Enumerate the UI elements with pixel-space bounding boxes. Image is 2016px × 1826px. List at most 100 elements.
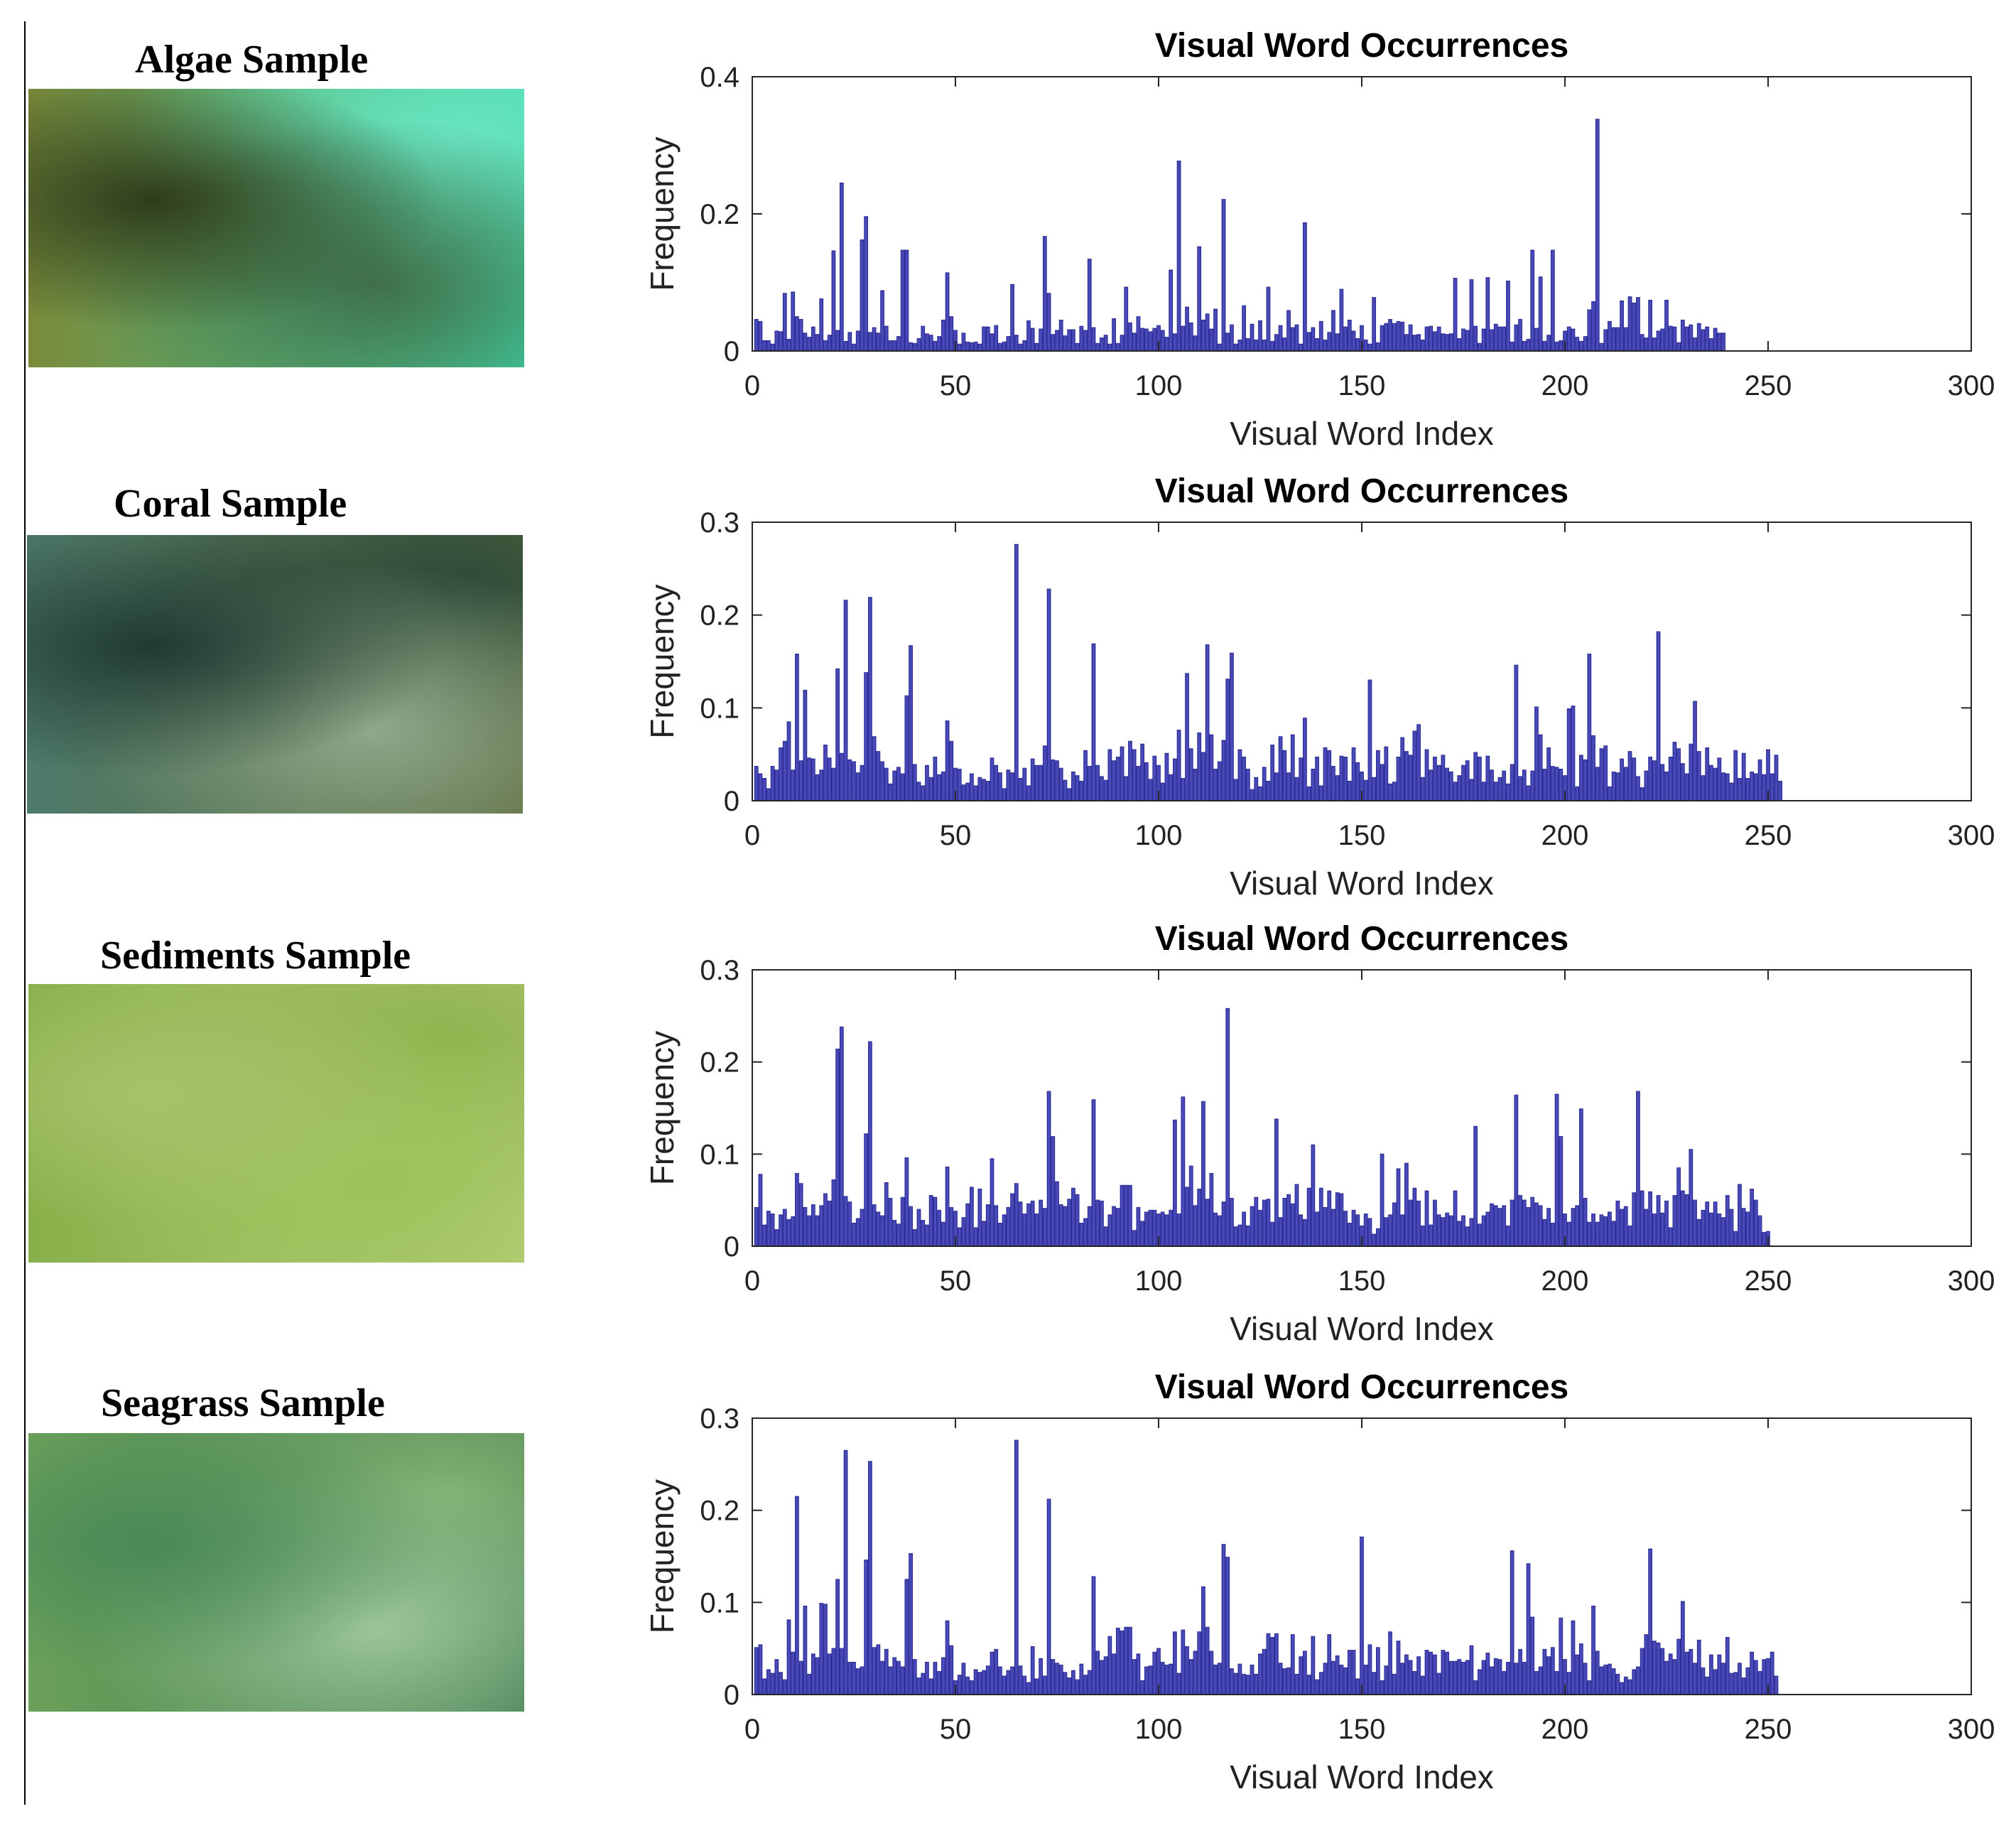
- chart-1-bar-2: [758, 320, 763, 352]
- chart-1-bar-160: [1400, 321, 1405, 352]
- chart-1-bar-206: [1587, 309, 1592, 352]
- chart-3-bar-198: [1554, 1093, 1559, 1247]
- chart-3-bar-210: [1603, 1216, 1608, 1247]
- chart-1-bar-87: [1103, 335, 1108, 352]
- chart-2-bar-18: [823, 744, 828, 801]
- chart-4-xtick-label-3: 150: [1338, 1714, 1386, 1745]
- chart-1-bar-108: [1188, 322, 1193, 352]
- chart-1-bar-97: [1144, 328, 1149, 352]
- chart-4-bar-3: [762, 1678, 767, 1695]
- chart-3-bar-51: [957, 1227, 962, 1247]
- chart-4-bar-164: [1416, 1656, 1421, 1695]
- chart-3-bar-237: [1713, 1201, 1718, 1247]
- chart-1-bar-232: [1693, 337, 1697, 352]
- chart-4-bar-129: [1274, 1633, 1279, 1695]
- chart-2-bar-152: [1367, 679, 1372, 801]
- chart-4-bar-136: [1303, 1651, 1307, 1695]
- chart-3-bar-164: [1416, 1200, 1421, 1247]
- chart-4-bar-229: [1680, 1601, 1685, 1695]
- chart-4-bar-163: [1412, 1670, 1417, 1695]
- chart-3-bar-173: [1453, 1190, 1458, 1247]
- chart-2-bar-72: [1042, 745, 1047, 801]
- chart-4-bar-62: [1002, 1675, 1007, 1695]
- chart-4-bar-180: [1481, 1660, 1486, 1695]
- chart-4-bar-157: [1388, 1631, 1392, 1695]
- chart-4-bar-99: [1152, 1651, 1157, 1695]
- chart-1-bar-211: [1608, 320, 1612, 352]
- chart-3-bar-14: [807, 1215, 811, 1247]
- chart-3-bar-9: [786, 1219, 791, 1247]
- chart-4-bar-60: [994, 1648, 999, 1695]
- chart-3-bar-94: [1132, 1230, 1137, 1247]
- chart-1-xtick-label-5: 250: [1745, 370, 1792, 401]
- chart-2-bar-232: [1693, 701, 1697, 801]
- chart-3-bar-84: [1091, 1099, 1096, 1247]
- chart-3-bar-116: [1221, 1201, 1226, 1247]
- chart-1-bar-144: [1335, 333, 1340, 352]
- chart-1-bar-37: [900, 249, 905, 352]
- chart-1-bar-67: [1022, 340, 1027, 352]
- chart-1-bar-77: [1063, 335, 1068, 352]
- chart-2-bar-80: [1075, 775, 1080, 801]
- chart-2-bar-217: [1632, 757, 1637, 801]
- chart-2-bar-2: [758, 773, 763, 801]
- chart-2-bar-171: [1445, 767, 1450, 801]
- chart-1-bar-121: [1242, 305, 1247, 352]
- chart-2-bar-179: [1477, 756, 1482, 801]
- chart-4-bar-177: [1469, 1645, 1474, 1695]
- chart-2-bar-40: [912, 764, 917, 801]
- chart-1-bar-26: [855, 330, 860, 352]
- chart-1-axes-box: [752, 76, 1972, 352]
- chart-1-bar-152: [1367, 343, 1372, 352]
- chart-4-xtick-label-1: 50: [940, 1714, 972, 1745]
- chart-2-bar-95: [1136, 766, 1141, 801]
- chart-4-bar-189: [1518, 1648, 1522, 1695]
- chart-4-bar-104: [1172, 1631, 1177, 1695]
- chart-4-bar-105: [1176, 1673, 1181, 1695]
- chart-2-bar-15: [811, 758, 815, 801]
- chart-1-bar-62: [1002, 341, 1007, 352]
- chart-4-bar-208: [1595, 1651, 1600, 1695]
- chart-2-bar-83: [1087, 766, 1092, 801]
- chart-2-bar-69: [1030, 758, 1035, 801]
- chart-1-bar-29: [867, 332, 872, 352]
- chart-2-bar-175: [1461, 765, 1465, 801]
- chart-1-bar-84: [1091, 327, 1096, 352]
- chart-1-bar-219: [1640, 334, 1644, 352]
- chart-2-bar-159: [1396, 756, 1401, 801]
- chart-4-bar-32: [880, 1660, 884, 1695]
- chart-4-bar-152: [1367, 1644, 1372, 1695]
- chart-4-ytick-label-3: 0.3: [700, 1403, 739, 1435]
- chart-4-bar-106: [1181, 1629, 1186, 1695]
- chart-2-bar-174: [1457, 775, 1462, 801]
- chart-2-bar-230: [1684, 773, 1689, 801]
- chart-1-ytick-label-0: 0: [724, 336, 739, 367]
- chart-3-bar-89: [1112, 1206, 1116, 1247]
- chart-2-bar-173: [1453, 782, 1458, 801]
- chart-4-bar-37: [900, 1666, 905, 1695]
- chart-2-bar-185: [1502, 770, 1507, 801]
- chart-1-bar-203: [1575, 337, 1580, 352]
- chart-2-bar-67: [1022, 767, 1027, 801]
- chart-1-bar-236: [1709, 338, 1713, 352]
- chart-3-bar-175: [1461, 1215, 1465, 1247]
- chart-2-bar-228: [1676, 748, 1681, 801]
- chart-3-xtick-label-0: 0: [744, 1265, 760, 1297]
- chart-2-bar-214: [1620, 758, 1624, 801]
- chart-4-bar-221: [1648, 1548, 1653, 1695]
- chart-2-bar-24: [847, 759, 852, 801]
- chart-1-bar-96: [1140, 328, 1145, 352]
- chart-2-bar-8: [782, 740, 787, 801]
- chart-4-bar-195: [1542, 1648, 1547, 1695]
- chart-2-bar-145: [1339, 755, 1344, 801]
- chart-3-bar-75: [1055, 1181, 1059, 1247]
- chart-4-bar-71: [1039, 1658, 1044, 1695]
- chart-1-bar-105: [1176, 161, 1181, 352]
- chart-4-bar-128: [1270, 1637, 1275, 1695]
- chart-3-bar-187: [1510, 1199, 1514, 1247]
- chart-4-bar-227: [1672, 1659, 1677, 1695]
- chart-1-bar-176: [1465, 330, 1470, 352]
- chart-3-bar-165: [1420, 1225, 1425, 1247]
- chart-2-bar-94: [1132, 749, 1137, 801]
- chart-2-bar-198: [1554, 767, 1559, 801]
